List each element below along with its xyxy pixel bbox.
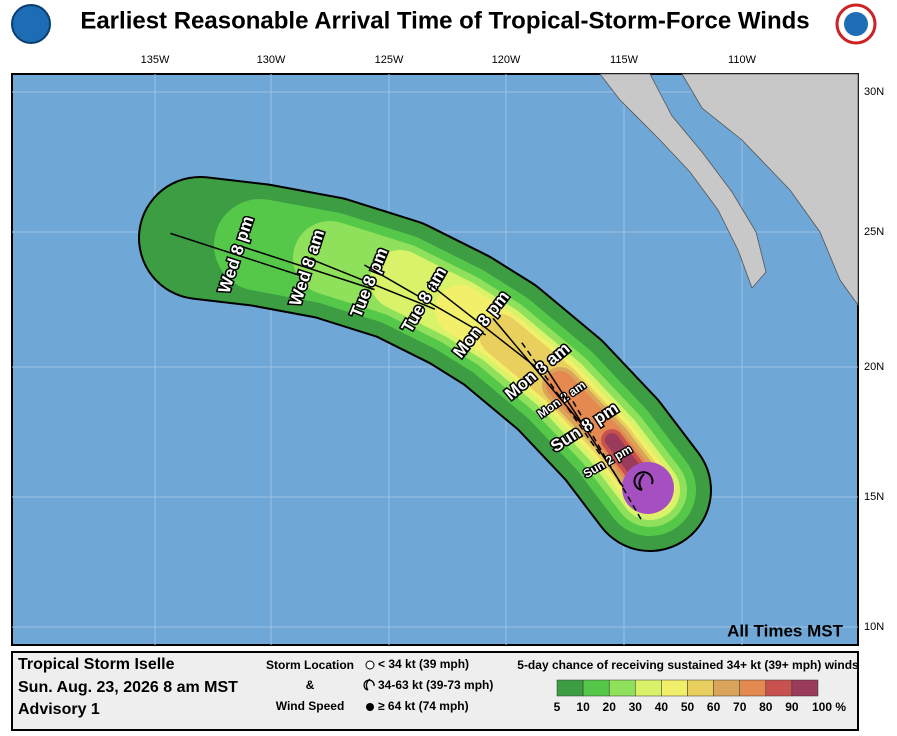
lon-label: 135W	[141, 54, 170, 66]
lat-label: 20N	[864, 361, 884, 373]
scale-label: 40	[655, 700, 669, 714]
symbol-ts	[363, 678, 375, 691]
advisory-date: Sun. Aug. 23, 2026 8 am MST	[18, 679, 238, 696]
scale-swatch	[582, 679, 610, 697]
scale-swatch	[661, 679, 688, 697]
storm-name: Tropical Storm Iselle	[18, 656, 175, 673]
lon-label: 110W	[728, 54, 757, 66]
symbol-text: 34-63 kt (39-73 mph)	[378, 678, 493, 692]
noaa-logo	[11, 4, 51, 44]
scale-label: 50	[681, 700, 695, 714]
baja-california	[599, 73, 767, 289]
symbol-text: ≥ 64 kt (74 mph)	[378, 699, 469, 713]
scale-label: 30	[629, 700, 643, 714]
symbol-weak	[365, 660, 375, 670]
time-line	[241, 245, 375, 291]
title: Earliest Reasonable Arrival Time of Trop…	[80, 7, 809, 34]
scale-label: 10	[576, 700, 590, 714]
symbol-hurricane	[366, 703, 374, 711]
scale-title: 5-day chance of receiving sustained 34+ …	[517, 658, 859, 672]
scale-swatch	[687, 679, 714, 697]
advisory-number: Advisory 1	[18, 701, 100, 718]
lat-label: 30N	[864, 86, 884, 98]
probability-core	[622, 462, 674, 514]
time-line	[426, 281, 538, 369]
time-note: All Times MST	[727, 621, 843, 640]
lat-label: 25N	[864, 226, 884, 238]
scale-swatch	[608, 679, 636, 697]
scale-swatch	[791, 679, 819, 697]
lat-label: 10N	[864, 621, 884, 633]
scale-label: 20	[603, 700, 617, 714]
time-line	[170, 232, 304, 278]
scale-label: 90	[785, 700, 799, 714]
time-line	[521, 342, 603, 458]
scale-label: 60	[707, 700, 721, 714]
and-label: &	[306, 678, 315, 692]
lon-label: 120W	[492, 54, 521, 66]
lat-label: 15N	[864, 491, 884, 503]
scale-label: 70	[733, 700, 747, 714]
scale-label: 80	[759, 700, 773, 714]
time-line	[364, 264, 486, 336]
scale-swatch	[713, 679, 740, 697]
storm-location-label: Storm Location	[266, 658, 354, 672]
nws-logo-inner	[844, 12, 868, 36]
mainland-mexico	[681, 73, 859, 307]
scale-swatch	[556, 679, 584, 697]
lon-label: 130W	[257, 54, 286, 66]
scale-swatch	[635, 679, 662, 697]
scale-label: 100 %	[812, 700, 846, 714]
lon-label: 115W	[610, 54, 639, 66]
time-line	[492, 317, 584, 427]
time-line	[572, 401, 644, 523]
symbol-text: < 34 kt (39 mph)	[378, 657, 469, 671]
scale-label: 5	[554, 700, 561, 714]
wind-speed-label: Wind Speed	[276, 699, 345, 713]
scale-swatch	[765, 679, 793, 697]
scale-swatch	[739, 679, 767, 697]
lon-label: 125W	[375, 54, 404, 66]
time-line	[304, 256, 436, 310]
storm-symbol	[633, 471, 654, 491]
